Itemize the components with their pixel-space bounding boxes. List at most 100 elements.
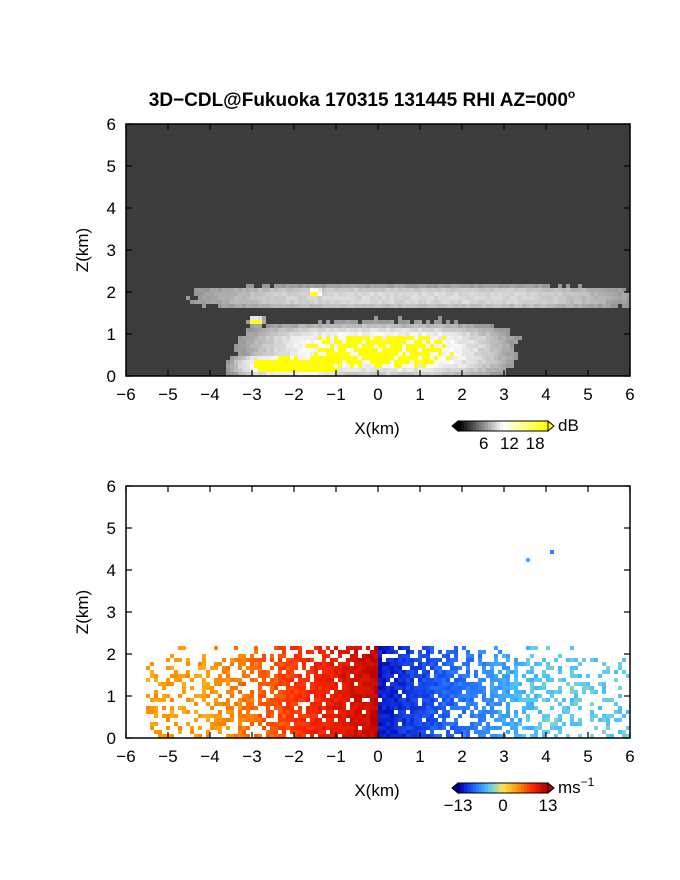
velocity-cell-53 xyxy=(370,650,374,654)
intensity-cell-397 xyxy=(610,296,614,300)
velocity-cell-126 xyxy=(270,658,274,662)
intensity-cell-1008 xyxy=(322,344,326,348)
intensity-cell-848 xyxy=(250,336,254,340)
velocity-cell-316 xyxy=(150,670,154,674)
intensity-cell-1402 xyxy=(474,364,478,368)
intensity-cell-1239 xyxy=(402,356,406,360)
velocity-cell-1485 xyxy=(394,730,398,734)
velocity-cell-98 xyxy=(422,654,426,658)
velocity-cell-1563 xyxy=(430,734,434,738)
velocity-cell-1025 xyxy=(330,706,334,710)
velocity-cell-1098 xyxy=(338,710,342,714)
intensity-cell-488 xyxy=(534,300,538,304)
intensity-cell-1028 xyxy=(402,344,406,348)
velocity-cell-349 xyxy=(386,670,390,674)
intensity-x-tick-label: −4 xyxy=(200,385,219,404)
intensity-cell-901 xyxy=(462,336,466,340)
velocity-cell-1476 xyxy=(358,730,362,734)
intensity-cell-827 xyxy=(438,332,442,336)
velocity-cell-1033 xyxy=(366,706,370,710)
velocity-cell-438 xyxy=(446,674,450,678)
intensity-cell-811 xyxy=(374,332,378,336)
intensity-cell-431 xyxy=(306,300,310,304)
intensity-cell-1240 xyxy=(406,356,410,360)
intensity-colorbar-segment xyxy=(491,421,495,431)
intensity-cell-1219 xyxy=(322,356,326,360)
intensity-cell-883 xyxy=(390,336,394,340)
velocity-cell-122 xyxy=(250,658,254,662)
intensity-cell-334 xyxy=(358,296,362,300)
intensity-cell-902 xyxy=(466,336,470,340)
velocity-cell-1090 xyxy=(294,710,298,714)
intensity-cell-1516 xyxy=(362,372,366,376)
intensity-cell-1173 xyxy=(426,352,430,356)
velocity-cell-1199 xyxy=(446,714,450,718)
intensity-colorbar-segment xyxy=(539,421,543,431)
velocity-cell-1054 xyxy=(454,706,458,710)
intensity-cell-1075 xyxy=(310,348,314,352)
intensity-cell-425 xyxy=(282,300,286,304)
intensity-cell-122 xyxy=(378,288,382,292)
velocity-cell-535 xyxy=(562,678,566,682)
intensity-cell-575 xyxy=(466,304,470,308)
velocity-cell-784 xyxy=(250,694,254,698)
intensity-cell-1380 xyxy=(386,364,390,368)
intensity-cell-646 xyxy=(414,320,418,324)
intensity-cell-1321 xyxy=(438,360,442,364)
intensity-cell-455 xyxy=(402,300,406,304)
intensity-cell-1018 xyxy=(362,344,366,348)
intensity-cell-275 xyxy=(558,292,562,296)
velocity-x-tick-label: 0 xyxy=(373,747,382,766)
intensity-cell-1011 xyxy=(334,344,338,348)
intensity-cell-609 xyxy=(602,304,606,308)
velocity-cell-652 xyxy=(398,686,402,690)
velocity-cell-664 xyxy=(446,686,450,690)
velocity-cell-1588 xyxy=(622,734,626,738)
intensity-cell-1357 xyxy=(294,364,298,368)
velocity-cell-1039 xyxy=(390,706,394,710)
intensity-cell-1237 xyxy=(394,356,398,360)
velocity-cell-271 xyxy=(318,666,322,670)
intensity-cell-1086 xyxy=(354,348,358,352)
intensity-cell-704 xyxy=(458,324,462,328)
intensity-cell-725 xyxy=(294,328,298,332)
velocity-cell-83 xyxy=(298,654,302,658)
velocity-cell-1136 xyxy=(590,710,594,714)
intensity-cell-516 xyxy=(230,304,234,308)
velocity-cell-1100 xyxy=(346,710,350,714)
intensity-cell-694 xyxy=(418,324,422,328)
intensity-cell-1194 xyxy=(510,352,514,356)
intensity-cell-49 xyxy=(454,284,458,288)
velocity-cell-1175 xyxy=(346,714,350,718)
velocity-cell-426 xyxy=(390,674,394,678)
velocity-cell-946 xyxy=(286,702,290,706)
intensity-cell-100 xyxy=(290,288,294,292)
intensity-cell-1403 xyxy=(478,364,482,368)
velocity-cell-29 xyxy=(406,646,410,650)
intensity-cell-1500 xyxy=(298,372,302,376)
velocity-cell-776 xyxy=(194,694,198,698)
intensity-cell-693 xyxy=(414,324,418,328)
intensity-cell-564 xyxy=(422,304,426,308)
intensity-cell-787 xyxy=(278,332,282,336)
intensity-cell-1060 xyxy=(250,348,254,352)
velocity-cell-303 xyxy=(482,666,486,670)
intensity-cell-906 xyxy=(482,336,486,340)
intensity-cell-380 xyxy=(542,296,546,300)
intensity-cell-486 xyxy=(526,300,530,304)
velocity-cell-689 xyxy=(590,686,594,690)
velocity-colorbar-segment xyxy=(536,783,540,793)
velocity-cell-330 xyxy=(306,670,310,674)
intensity-x-axis-label: X(km) xyxy=(354,419,399,438)
intensity-cell-83 xyxy=(222,288,226,292)
intensity-cell-624 xyxy=(254,320,258,324)
velocity-cell-834 xyxy=(482,694,486,698)
velocity-cell-1127 xyxy=(490,710,494,714)
intensity-cell-227 xyxy=(366,292,370,296)
velocity-cell-186 xyxy=(238,662,242,666)
intensity-cell-1013 xyxy=(342,344,346,348)
intensity-cell-359 xyxy=(458,296,462,300)
velocity-cell-756 xyxy=(506,690,510,694)
velocity-cell-657 xyxy=(418,686,422,690)
intensity-cell-35 xyxy=(398,284,402,288)
